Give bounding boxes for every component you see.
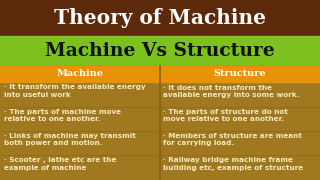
Text: · Members of structure are meant
for carrying load.: · Members of structure are meant for car… [163, 133, 302, 147]
Bar [0, 0, 320, 36]
Text: Structure: Structure [214, 69, 266, 78]
Text: · The parts of structure do not
move relative to one another.: · The parts of structure do not move rel… [163, 109, 288, 122]
Text: · It transform the available energy
into useful work: · It transform the available energy into… [4, 84, 146, 98]
Bar [0, 36, 320, 66]
Text: Machine Vs Structure: Machine Vs Structure [45, 42, 275, 60]
Text: Machine: Machine [57, 69, 103, 78]
Text: · Scooter , lathe etc are the
example of machine: · Scooter , lathe etc are the example of… [4, 157, 116, 171]
Bar [0, 66, 320, 180]
Text: · Links of machine may transmit
both power and motion.: · Links of machine may transmit both pow… [4, 133, 136, 147]
Text: · Railway bridge machine frame
building etc, example of structure: · Railway bridge machine frame building … [163, 157, 303, 171]
Bar [0, 66, 320, 82]
Text: · The parts of machine move
relative to one another.: · The parts of machine move relative to … [4, 109, 121, 122]
Text: Theory of Machine: Theory of Machine [54, 8, 266, 28]
Text: · It does not transform the
available energy into some work.: · It does not transform the available en… [163, 84, 300, 98]
